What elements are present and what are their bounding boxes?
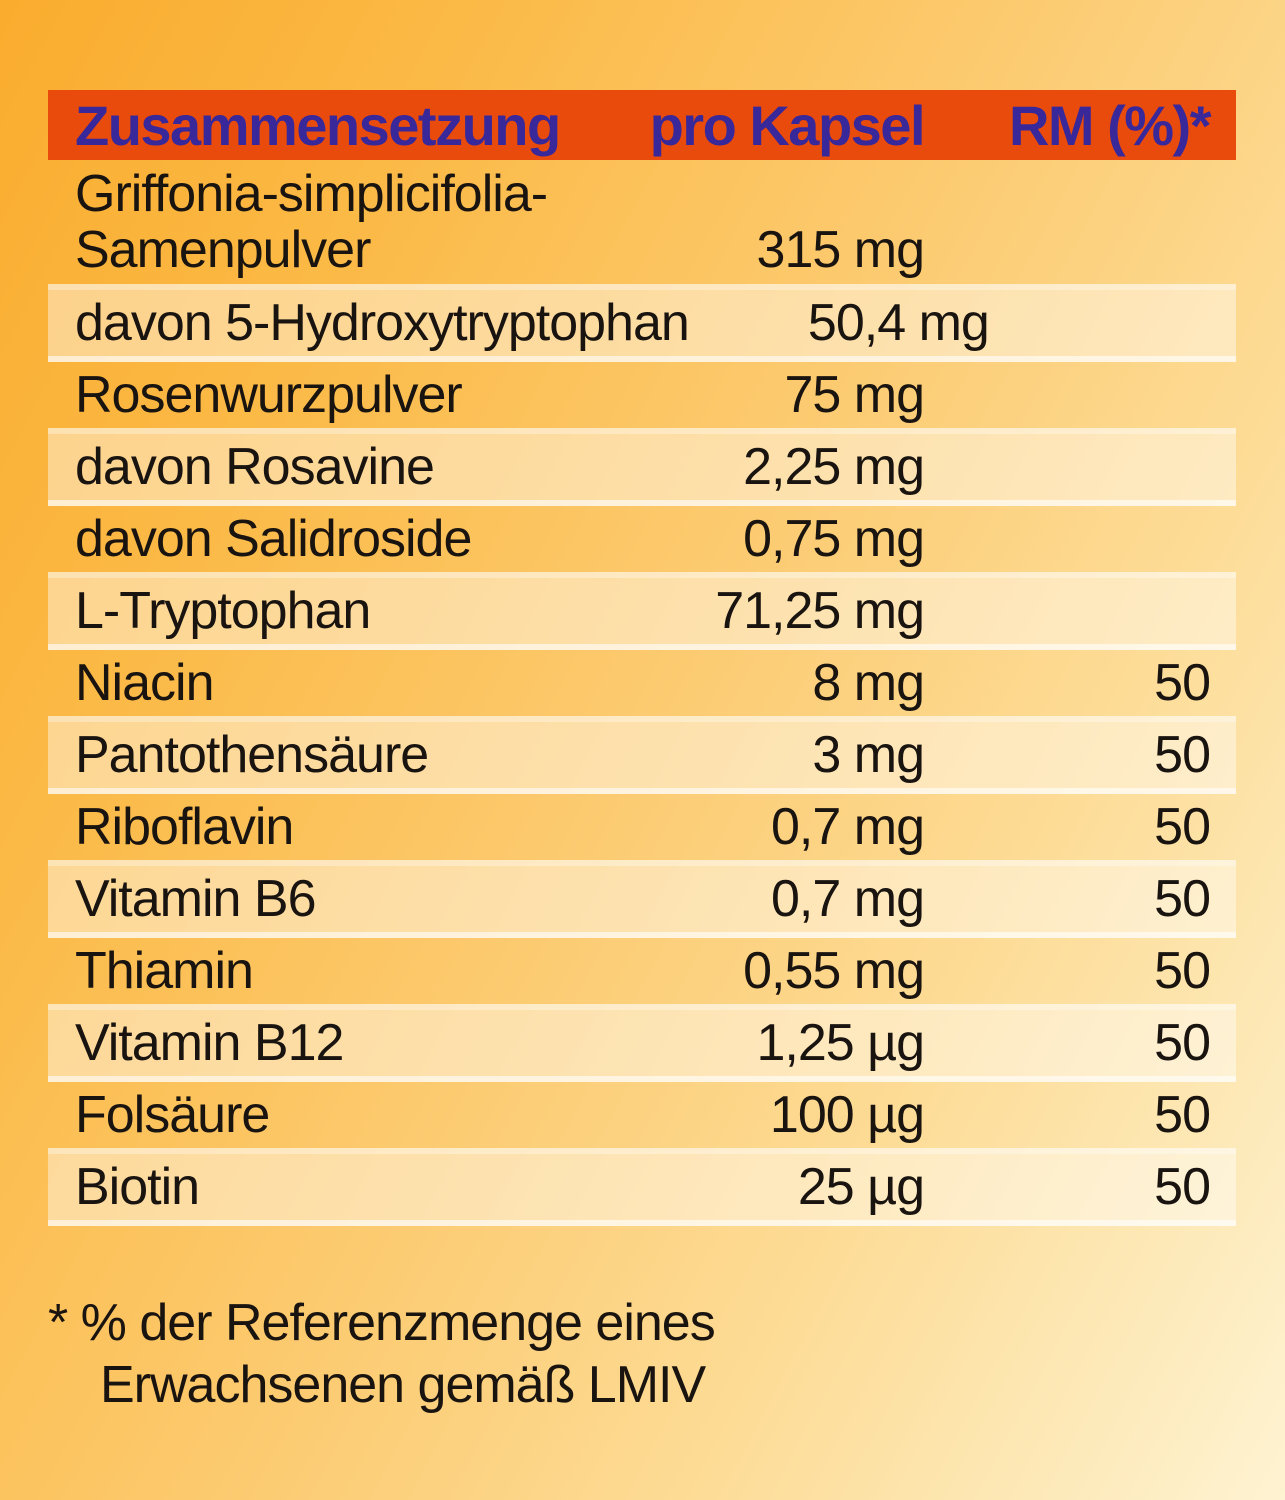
table-row: Thiamin 0,55 mg 50: [48, 938, 1236, 1010]
table-header: Zusammensetzung pro Kapsel RM (%)*: [48, 90, 1236, 160]
table-row: Niacin 8 mg 50: [48, 650, 1236, 722]
rm-value: 50: [1154, 726, 1211, 784]
ingredient-name: davon 5-Hydroxytryptophan: [75, 294, 690, 352]
reference-footnote: * % der Referenzmenge eines Erwachsenen …: [48, 1292, 716, 1416]
amount-value: 75 mg: [784, 366, 925, 424]
amount-value: 3 mg: [812, 726, 925, 784]
table-row: Folsäure 100 µg 50: [48, 1082, 1236, 1154]
rm-value: 50: [1154, 870, 1211, 928]
column-header-composition: Zusammensetzung: [75, 93, 561, 157]
footnote-line-1: * % der Referenzmenge eines: [48, 1294, 716, 1352]
ingredient-name: Niacin: [75, 654, 215, 712]
amount-value: 315 mg: [756, 221, 925, 279]
rm-value: 50: [1154, 1086, 1211, 1144]
amount-value: 25 µg: [797, 1158, 925, 1216]
ingredient-name: Vitamin B12: [75, 1014, 344, 1072]
ingredient-name: Vitamin B6: [75, 870, 317, 928]
ingredient-name-line2: Samenpulver: [75, 221, 371, 279]
ingredient-name: Thiamin: [75, 942, 254, 1000]
table-row: Biotin 25 µg 50: [48, 1154, 1236, 1226]
ingredient-name: davon Rosavine: [75, 438, 435, 496]
amount-value: 0,7 mg: [771, 798, 925, 856]
ingredient-name-line1: Griffonia-simplicifolia-: [75, 165, 548, 223]
amount-value: 2,25 mg: [743, 438, 925, 496]
table-row: Griffonia-simplicifolia- Samenpulver 315…: [48, 166, 1236, 290]
column-header-rm: RM (%)*: [1008, 93, 1212, 157]
table-row: davon Rosavine 2,25 mg: [48, 434, 1236, 506]
amount-value: 0,7 mg: [771, 870, 925, 928]
ingredient-name: davon Salidroside: [75, 510, 472, 568]
amount-value: 50,4 mg: [807, 294, 990, 352]
rm-value: 50: [1154, 1158, 1211, 1216]
table-row: L-Tryptophan 71,25 mg: [48, 578, 1236, 650]
rm-value: 50: [1154, 942, 1211, 1000]
table-row: davon 5-Hydroxytryptophan 50,4 mg: [48, 290, 1236, 362]
table-row: Pantothensäure 3 mg 50: [48, 722, 1236, 794]
column-header-per-capsule: pro Kapsel: [649, 93, 926, 157]
table-row: Vitamin B6 0,7 mg 50: [48, 866, 1236, 938]
table-row: davon Salidroside 0,75 mg: [48, 506, 1236, 578]
ingredient-name: Pantothensäure: [75, 726, 429, 784]
amount-value: 1,25 µg: [756, 1014, 925, 1072]
footnote-line-2: Erwachsenen gemäß LMIV: [100, 1356, 706, 1414]
ingredient-name: Biotin: [75, 1158, 200, 1216]
ingredient-table: Griffonia-simplicifolia- Samenpulver 315…: [48, 166, 1236, 1226]
rm-value: 50: [1154, 798, 1211, 856]
table-row: Vitamin B12 1,25 µg 50: [48, 1010, 1236, 1082]
amount-value: 0,75 mg: [743, 510, 925, 568]
ingredient-name: Griffonia-simplicifolia- Samenpulver: [48, 166, 624, 278]
ingredient-name: Riboflavin: [75, 798, 294, 856]
amount-value: 0,55 mg: [743, 942, 925, 1000]
amount-value: 100 µg: [769, 1086, 925, 1144]
rm-value: 50: [1154, 1014, 1211, 1072]
ingredient-name: Rosenwurzpulver: [75, 366, 463, 424]
table-row: Riboflavin 0,7 mg 50: [48, 794, 1236, 866]
amount-value: 71,25 mg: [715, 582, 925, 640]
ingredient-name: L-Tryptophan: [75, 582, 371, 640]
ingredient-name: Folsäure: [75, 1086, 270, 1144]
rm-value: 50: [1154, 654, 1211, 712]
table-row: Rosenwurzpulver 75 mg: [48, 362, 1236, 434]
amount-value: 8 mg: [812, 654, 925, 712]
